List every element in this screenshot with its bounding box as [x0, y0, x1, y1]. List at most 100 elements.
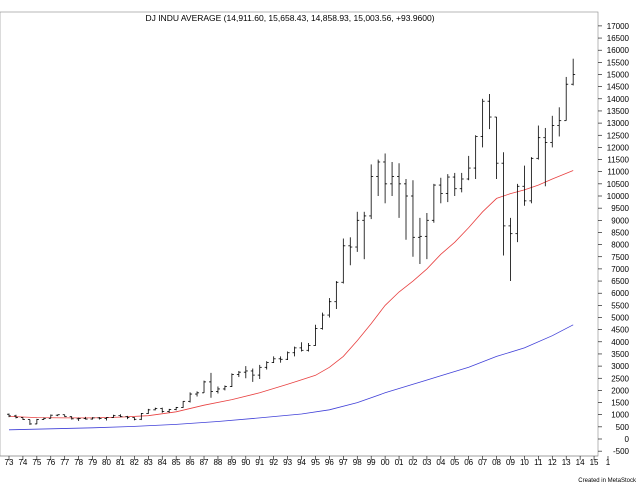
x-tick-label: 01 [395, 458, 404, 467]
y-tick-label: 5000 [611, 314, 629, 323]
x-tick-label: 95 [311, 458, 320, 467]
y-tick-label: 16000 [607, 46, 630, 55]
y-tick-label: 0 [625, 435, 630, 444]
ohlc-bar [473, 135, 478, 179]
ohlc-bar [188, 392, 193, 403]
x-tick-label: 93 [283, 458, 292, 467]
y-tick-label: 10500 [607, 180, 630, 189]
y-tick-label: 1500 [611, 399, 629, 408]
y-tick-label: 2000 [611, 386, 629, 395]
ohlc-bar [215, 386, 220, 394]
ohlc-bar [424, 213, 429, 260]
y-tick-label: 6000 [611, 289, 629, 298]
y-tick-label: 12000 [607, 143, 630, 152]
y-tick-label: 16500 [607, 34, 630, 43]
ohlc-bar [438, 177, 443, 204]
ohlc-bar [278, 356, 283, 363]
y-tick-label: 4000 [611, 338, 629, 347]
ohlc-bar [167, 408, 172, 413]
x-tick-label: 81 [116, 458, 125, 467]
x-tick-label: 73 [5, 458, 14, 467]
y-tick-label: 7500 [611, 253, 629, 262]
ohlc-bar [431, 183, 436, 223]
x-tick-label: 78 [74, 458, 83, 467]
ohlc-bar [257, 364, 262, 379]
ohlc-bar [181, 400, 186, 408]
ohlc-bar [271, 356, 276, 363]
ohlc-bar [334, 281, 339, 309]
y-tick-label: 1000 [611, 411, 629, 420]
x-tick-label: 02 [409, 458, 418, 467]
x-tick-label: 80 [102, 458, 111, 467]
ohlc-bar [564, 76, 569, 122]
ohlc-bar [501, 152, 506, 256]
ohlc-bar [383, 153, 388, 204]
y-tick-label: 3000 [611, 362, 629, 371]
ohlc-bar [34, 418, 39, 425]
y-tick-label: 17000 [607, 22, 630, 31]
y-tick-label: 9500 [611, 204, 629, 213]
ohlc-bar [571, 58, 576, 86]
ohlc-bar [229, 373, 234, 387]
ohlc-bar [536, 125, 541, 160]
x-tick-label: 88 [213, 458, 222, 467]
x-tick-label: 98 [353, 458, 362, 467]
y-tick-label: 14500 [607, 83, 630, 92]
ohlc-bar [41, 417, 46, 420]
ma-short-line [8, 170, 574, 419]
y-tick-label: 13000 [607, 119, 630, 128]
x-tick-label: 94 [297, 458, 306, 467]
ohlc-bar [118, 414, 123, 418]
x-tick-label: 75 [32, 458, 41, 467]
ohlc-bar [348, 237, 353, 266]
x-tick-label: 86 [186, 458, 195, 467]
ohlc-bar [480, 98, 485, 148]
ohlc-bar [341, 238, 346, 284]
ma-short-series [8, 170, 574, 419]
ohlc-bar [404, 178, 409, 240]
ma-long-line [8, 324, 574, 431]
x-tick-label: 99 [367, 458, 376, 467]
ohlc-bar [299, 342, 304, 352]
ohlc-bar [466, 155, 471, 181]
ohlc-bar [292, 346, 297, 357]
ohlc-bar [459, 172, 464, 193]
ohlc-bar [243, 366, 248, 379]
ohlc-bar [90, 417, 95, 420]
x-tick-label: 03 [422, 458, 431, 467]
x-tick-label: 92 [269, 458, 278, 467]
ohlc-bar [139, 412, 144, 421]
x-tick-label: 83 [144, 458, 153, 467]
ohlc-bar [146, 408, 151, 414]
ohlc-bar [208, 372, 213, 398]
ohlc-bar [390, 161, 395, 196]
ohlc-bar [111, 414, 116, 419]
x-tick-label: 91 [255, 458, 264, 467]
ohlc-bar [195, 391, 200, 397]
x-tick-label: 82 [130, 458, 139, 467]
ohlc-bar [529, 157, 534, 204]
ohlc-bar [13, 414, 18, 419]
y-tick-label: 5500 [611, 301, 629, 310]
y-tick-label: 14000 [607, 95, 630, 104]
y-tick-label: 10000 [607, 192, 630, 201]
y-tick-label: 7000 [611, 265, 629, 274]
ohlc-bar [222, 385, 227, 391]
x-tick-label: 12 [548, 458, 557, 467]
ohlc-bar [27, 419, 32, 425]
ohlc-bar [320, 312, 325, 330]
y-tick-label: 11000 [607, 168, 629, 177]
ohlc-bar [494, 116, 499, 179]
ohlc-bar [7, 413, 11, 418]
ohlc-bar [313, 324, 318, 346]
x-tick-label: 74 [18, 458, 27, 467]
ohlc-bar [522, 165, 527, 206]
y-tick-label: 9000 [611, 216, 629, 225]
y-tick-label: 2500 [611, 374, 629, 383]
ohlc-bar [417, 217, 422, 265]
y-tick-label: -500 [613, 447, 630, 456]
ohlc-bar [557, 107, 562, 137]
ohlc-bar [445, 174, 450, 203]
ohlc-bar [508, 217, 513, 282]
